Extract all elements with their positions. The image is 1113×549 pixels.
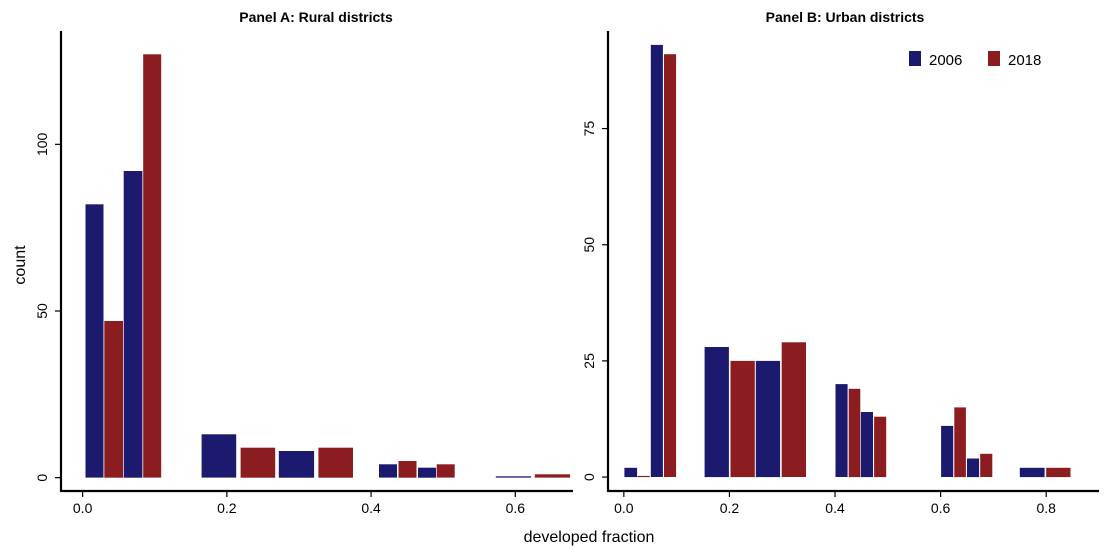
bar-panel-a-2006-5 xyxy=(418,467,436,478)
bar-panel-a-2018-1 xyxy=(143,54,162,478)
bar-panel-a-2018-4 xyxy=(398,461,417,478)
bar-panel-a-2018-3 xyxy=(318,447,353,478)
x-tick-label: 0.4 xyxy=(825,500,845,516)
bar-panel-b-2018-8 xyxy=(1046,467,1071,478)
bar-panel-a-2018-0 xyxy=(104,321,123,478)
x-tick-label: 0.6 xyxy=(506,500,526,516)
bar-panel-b-2018-5 xyxy=(874,416,887,478)
x-tick-label: 0.4 xyxy=(361,500,381,516)
panel-b-title: Panel B: Urban districts xyxy=(766,9,925,25)
y-tick-label: 0 xyxy=(34,474,50,482)
bar-panel-b-2006-5 xyxy=(860,412,873,478)
bar-panel-a-2006-4 xyxy=(379,464,397,478)
panel-a-title: Panel A: Rural districts xyxy=(239,9,393,25)
panel-a-x-ticks: 0.0 0.2 0.4 0.6 xyxy=(73,491,525,516)
y-axis-label: count xyxy=(12,245,29,285)
bar-panel-a-2006-0 xyxy=(85,204,104,478)
bar-panel-b-2006-4 xyxy=(835,384,848,477)
bar-panel-a-2006-1 xyxy=(123,171,143,478)
x-tick-label: 0.2 xyxy=(720,500,740,516)
bar-panel-b-2018-3 xyxy=(781,342,806,477)
y-tick-label: 75 xyxy=(581,121,597,137)
bar-panel-b-2006-8 xyxy=(1019,467,1045,478)
legend-swatch-2018 xyxy=(988,51,1000,66)
y-tick-label: 100 xyxy=(34,132,50,156)
y-tick-label: 50 xyxy=(34,303,50,319)
panel-a-y-ticks: 0 50 100 xyxy=(34,132,61,482)
legend-swatch-2006 xyxy=(909,51,921,66)
bar-panel-b-2018-0 xyxy=(637,475,650,478)
x-tick-label: 0.0 xyxy=(73,500,93,516)
panel-b-bars xyxy=(624,44,1071,478)
bar-panel-b-2018-1 xyxy=(664,54,677,477)
x-tick-label: 0.8 xyxy=(1036,500,1056,516)
bar-panel-b-2006-0 xyxy=(624,467,638,478)
legend-label-2018: 2018 xyxy=(1008,52,1041,69)
bar-panel-b-2006-7 xyxy=(967,458,980,478)
x-tick-label: 0.0 xyxy=(614,500,634,516)
bar-panel-a-2018-6 xyxy=(534,474,571,478)
bar-panel-b-2018-2 xyxy=(730,360,755,478)
bar-panel-b-2006-1 xyxy=(650,44,663,478)
legend-label-2006: 2006 xyxy=(929,52,962,69)
x-tick-label: 0.6 xyxy=(931,500,951,516)
bar-panel-b-2018-6 xyxy=(954,407,966,478)
y-tick-label: 0 xyxy=(581,473,597,481)
panel-a-bars xyxy=(85,54,571,478)
bar-panel-b-2006-3 xyxy=(755,360,781,478)
x-tick-label: 0.2 xyxy=(217,500,237,516)
bar-panel-a-2006-3 xyxy=(278,451,315,478)
bar-panel-a-2018-2 xyxy=(240,447,276,478)
panel-b-y-ticks: 0 25 50 75 xyxy=(581,121,608,481)
y-tick-label: 50 xyxy=(581,237,597,253)
bar-panel-a-2018-5 xyxy=(436,464,455,478)
legend: 2006 2018 xyxy=(909,51,1041,69)
panel-b-x-ticks: 0.0 0.2 0.4 0.6 0.8 xyxy=(614,491,1056,516)
bar-panel-b-2006-2 xyxy=(704,347,729,478)
bar-panel-a-2006-2 xyxy=(201,434,237,478)
bar-panel-b-2018-4 xyxy=(848,388,861,478)
bar-panel-b-2018-7 xyxy=(980,453,993,477)
bar-panel-b-2006-6 xyxy=(941,425,954,477)
y-tick-label: 25 xyxy=(581,353,597,369)
bar-panel-a-2006-6 xyxy=(495,476,532,478)
x-axis-label: developed fraction xyxy=(524,529,655,546)
